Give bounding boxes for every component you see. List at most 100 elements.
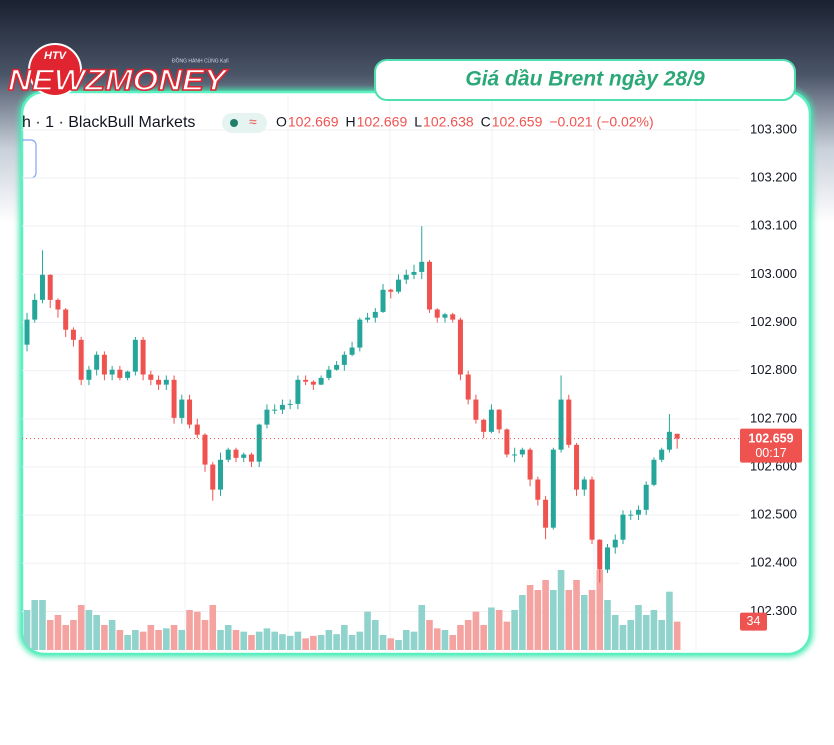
candle-body [535, 479, 541, 500]
candle-body [264, 409, 270, 425]
candle-body [388, 289, 394, 292]
volume-bar [240, 631, 248, 650]
candle-body [442, 314, 448, 318]
candle-body [70, 329, 76, 340]
legend-value: 102.638 [423, 114, 474, 130]
volume-bar [480, 625, 487, 650]
candle-body [248, 454, 254, 462]
volume-bar [627, 620, 635, 650]
volume-bar [325, 630, 333, 650]
volume-bar [673, 621, 681, 650]
volume-bar [108, 620, 116, 650]
candle-body [419, 261, 425, 272]
volume-bar [635, 605, 642, 650]
y-tick-label: 103.300 [750, 121, 797, 136]
logo-badge: HTV [44, 50, 68, 62]
candle-body [496, 409, 502, 430]
candle-body [334, 364, 340, 370]
volume-bar [356, 631, 364, 650]
last-price-label: 102.659 [748, 431, 793, 445]
candle-body [101, 354, 107, 375]
candle-body [434, 309, 440, 318]
y-tick-label: 102.900 [750, 314, 797, 329]
legend-value: 102.659 [492, 114, 543, 130]
volume-bar [155, 630, 162, 650]
volume-bar [294, 631, 302, 650]
volume-bar [54, 615, 62, 650]
volume-bar [163, 628, 170, 650]
volume-bar [441, 630, 449, 650]
candle-body [318, 377, 324, 385]
candle-body [612, 539, 618, 548]
candle-body [605, 547, 610, 570]
candle-body [47, 274, 53, 300]
candle-body [163, 379, 169, 385]
candle-body [504, 429, 510, 455]
volume-bar [379, 635, 387, 650]
volume-bar [387, 638, 395, 650]
candle-body [481, 419, 487, 432]
candle-body [187, 399, 193, 425]
volume-bar [39, 600, 46, 650]
candle-body [24, 319, 30, 345]
candle-body [210, 464, 216, 490]
volume-bar [550, 590, 557, 650]
candle-body [233, 449, 239, 458]
volume-bar [658, 620, 665, 650]
candle-body [651, 459, 657, 485]
candle-body [411, 271, 417, 275]
volume-bar [402, 630, 410, 650]
candle-body [39, 274, 45, 300]
candle-body [597, 539, 603, 570]
legend-key: L [414, 114, 422, 130]
candle-body [218, 459, 223, 490]
candle-body [450, 314, 456, 320]
y-tick-label: 103.100 [750, 218, 797, 233]
candle-body [179, 399, 185, 418]
chart-title: Giá dầu Brent ngày 28/9 [465, 68, 705, 91]
volume-bar [611, 615, 619, 650]
logo-partner: ĐỒNG HÀNH CÙNG Kafi [172, 57, 229, 64]
candle-body [527, 449, 533, 480]
candle-body [488, 409, 494, 432]
candle-body [132, 339, 138, 372]
volume-bar [488, 607, 495, 650]
candle-body [225, 449, 231, 460]
volume-bar [139, 631, 147, 650]
volume-bar [124, 635, 131, 650]
volume-bar [333, 634, 340, 650]
candle-body [202, 434, 208, 465]
candle-body [403, 274, 409, 280]
volume-bar [472, 611, 480, 650]
volume-label-box [740, 612, 767, 631]
volume-bar [263, 628, 271, 650]
candle-body [674, 433, 680, 439]
candle-body [620, 514, 626, 540]
volume-bar [364, 611, 371, 650]
vertical-grid [84, 95, 697, 650]
candle-body [581, 479, 587, 490]
volume-bar [147, 625, 155, 650]
volume-bar [271, 631, 278, 650]
volume-bar [433, 628, 441, 650]
volume-bar [77, 605, 85, 650]
volume-bar [341, 625, 348, 650]
volume-bar [317, 635, 325, 650]
volume-bar [511, 610, 518, 650]
legend-value: 102.669 [357, 114, 408, 130]
volume-bar [193, 611, 201, 650]
last-price-box [740, 428, 802, 463]
volume-bar [449, 635, 456, 650]
legend-change: −0.021 (−0.02%) [549, 114, 653, 130]
volume-bar [418, 605, 426, 650]
candle-body [94, 354, 100, 370]
candle-body [566, 399, 572, 445]
volume-bar [542, 580, 549, 650]
legend-key: C [481, 114, 491, 130]
volume-bar [46, 620, 54, 650]
y-tick-label: 103.000 [750, 266, 797, 281]
candle-body [635, 509, 641, 515]
candle-body [326, 369, 332, 378]
